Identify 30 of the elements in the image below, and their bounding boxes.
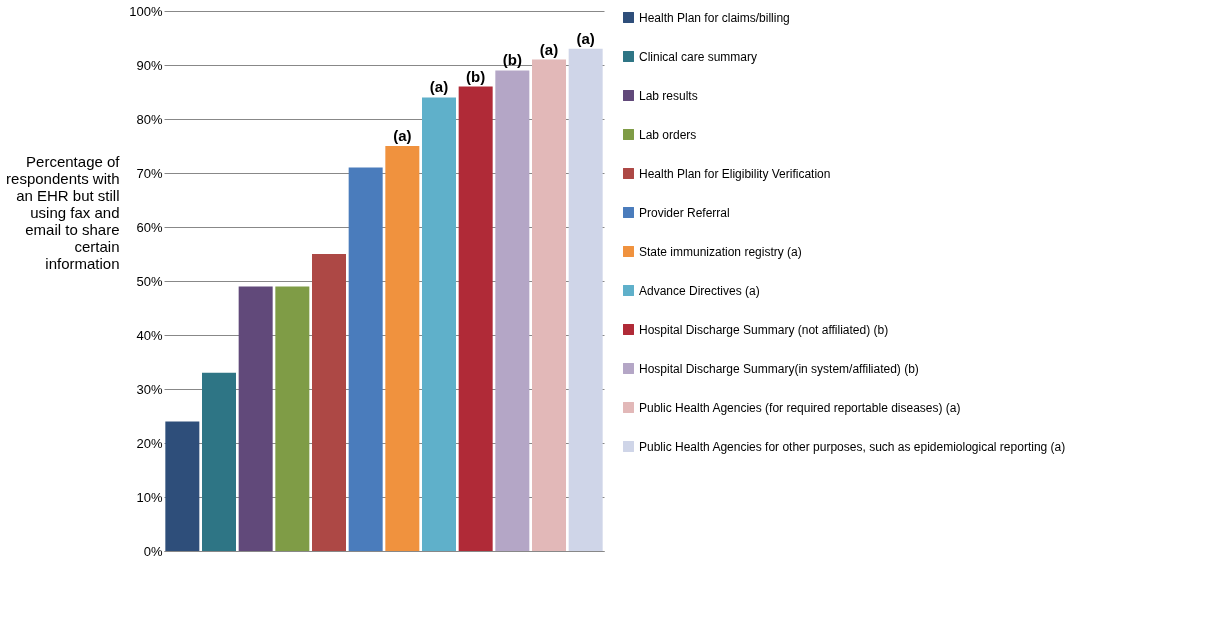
legend-label: Hospital Discharge Summary (not affiliated) (b) xyxy=(639,322,889,337)
y-tick-label: 60% xyxy=(136,219,163,235)
legend-label: Hospital Discharge Summary(in system/affiliated) (b) xyxy=(639,361,919,376)
y-tick-label: 80% xyxy=(136,111,163,127)
legend-label: Health Plan for claims/billing xyxy=(639,10,790,25)
y-tick-label: 30% xyxy=(136,381,163,397)
y-tick-label: 50% xyxy=(136,273,163,289)
legend-label: Lab orders xyxy=(639,127,697,142)
y-tick-label: 0% xyxy=(143,543,163,559)
legend-label: Lab results xyxy=(639,88,698,103)
y-tick-label: 20% xyxy=(136,435,163,451)
data-label: (a) xyxy=(539,40,559,58)
legend-label: Provider Referral xyxy=(639,205,730,220)
y-tick-label: 70% xyxy=(136,165,163,181)
data-label: (a) xyxy=(429,78,449,96)
y-tick-label: 40% xyxy=(136,327,163,343)
y-tick-label: 90% xyxy=(136,57,163,73)
data-label: (b) xyxy=(466,67,486,85)
legend-label: Public Health Agencies for other purposes, such as epidemiological reporting (a) xyxy=(639,439,1066,454)
legend-label: Public Health Agencies (for required reportable diseases) (a) xyxy=(639,400,961,415)
legend-label: Health Plan for Eligibility Verification xyxy=(639,166,831,181)
data-label: (a) xyxy=(393,127,412,144)
legend-label: Clinical care summary xyxy=(639,49,758,64)
legend-label: State immunization registry (a) xyxy=(639,244,802,259)
data-label: (a) xyxy=(576,29,595,47)
y-axis-title: Percentage of respondents with an EHR but still using fax and email to share certain information xyxy=(6,152,121,272)
legend-label: Advance Directives (a) xyxy=(639,283,760,298)
y-tick-label: 100% xyxy=(129,3,163,19)
y-tick-label: 10% xyxy=(136,489,163,505)
data-label: (b) xyxy=(502,51,522,69)
